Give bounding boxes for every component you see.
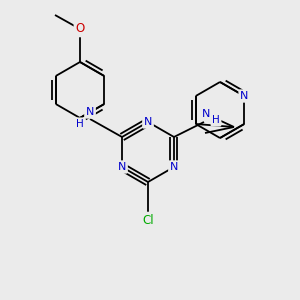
Text: H: H (76, 119, 84, 129)
Text: N: N (240, 91, 248, 101)
Text: N: N (144, 117, 152, 127)
Text: Cl: Cl (142, 214, 154, 226)
Text: N: N (170, 162, 178, 172)
Text: N: N (202, 109, 210, 119)
Text: N: N (118, 162, 126, 172)
Text: O: O (75, 22, 85, 35)
Text: H: H (212, 115, 220, 125)
Text: N: N (86, 107, 94, 117)
